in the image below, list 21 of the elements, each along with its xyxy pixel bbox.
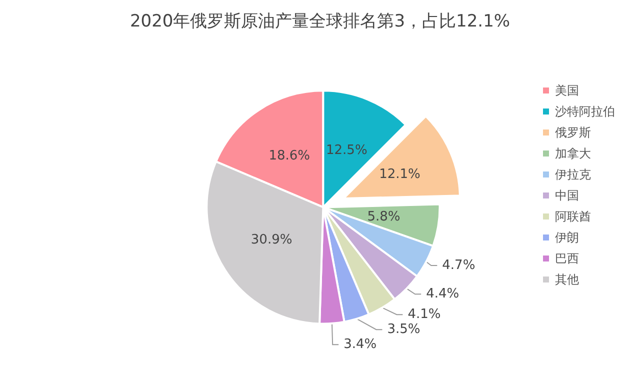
legend-label: 伊拉克 <box>555 168 591 182</box>
legend-label: 阿联酋 <box>555 210 591 224</box>
data-label: 5.8% <box>367 209 400 224</box>
data-label: 4.1% <box>408 307 441 322</box>
data-label: 4.7% <box>442 258 476 273</box>
chart-title: 2020年俄罗斯原油产量全球排名第3，占比12.1% <box>130 12 510 32</box>
legend-label: 美国 <box>555 84 579 98</box>
data-label: 12.5% <box>326 143 368 158</box>
legend-label: 中国 <box>555 188 579 202</box>
legend-label: 伊朗 <box>555 230 579 244</box>
data-label: 30.9% <box>250 232 292 248</box>
data-label: 3.4% <box>344 337 377 352</box>
legend-label: 加拿大 <box>555 146 591 160</box>
legend-label: 其他 <box>555 272 579 286</box>
data-label: 18.6% <box>268 148 310 164</box>
legend-label: 俄罗斯 <box>555 126 591 140</box>
legend-label: 沙特阿拉伯 <box>555 104 615 118</box>
data-label: 3.5% <box>387 322 420 338</box>
data-label: 12.1% <box>379 166 420 182</box>
legend-label: 巴西 <box>555 252 579 266</box>
data-label: 4.4% <box>426 286 460 302</box>
